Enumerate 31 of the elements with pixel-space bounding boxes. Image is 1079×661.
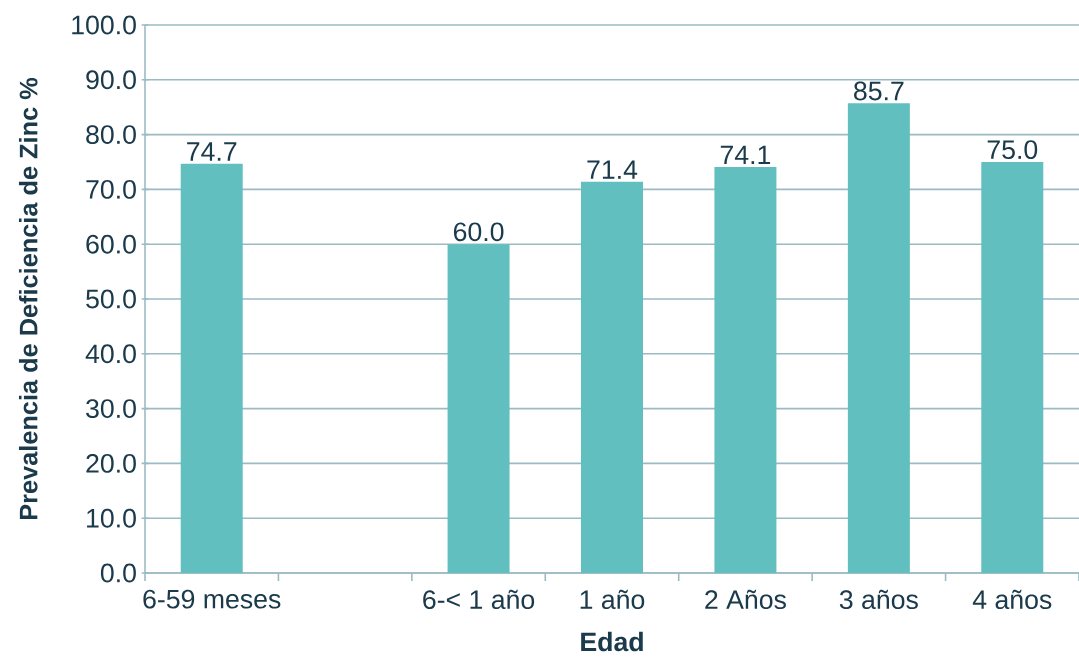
data-label: 75.0 [987, 140, 1038, 160]
y-tick-label: 10.0 [87, 508, 136, 528]
y-tick-label: 20.0 [86, 453, 136, 473]
bar [847, 103, 910, 573]
data-label: 74.7 [187, 142, 237, 161]
y-tick-label: 40.0 [85, 344, 136, 364]
bar [180, 163, 243, 573]
y-tick-label: 80.0 [86, 125, 136, 145]
y-tick-label: 30.0 [86, 399, 136, 419]
data-label: 85.7 [854, 81, 904, 101]
data-label: 74.1 [720, 145, 771, 164]
y-tick-label: 100.0 [72, 15, 136, 35]
x-axis-title: Edad [581, 631, 643, 652]
x-tick-label: 3 años [839, 589, 918, 610]
y-tick-label: 60.0 [86, 234, 136, 254]
y-tick-label: 50.0 [86, 289, 136, 309]
y-tick-label: 90.0 [86, 70, 136, 90]
bar [714, 166, 777, 573]
x-tick-label: 4 años [972, 589, 1052, 610]
y-tick-label: 0.0 [100, 563, 136, 583]
x-tick-label: 6-59 meses [143, 589, 281, 609]
x-tick-label: 2 Años [705, 589, 786, 610]
y-axis-title: Prevalencia de Deficiencia de Zinc % [18, 77, 38, 520]
y-tick-label: 70.0 [86, 179, 136, 199]
bar [581, 181, 643, 573]
bar [447, 244, 510, 573]
x-tick-label: 1 año [580, 589, 645, 610]
bar [981, 162, 1044, 573]
x-tick-label: 6-< 1 año [423, 589, 535, 610]
data-label: 60.0 [453, 222, 504, 242]
data-label: 71.4 [587, 160, 638, 179]
